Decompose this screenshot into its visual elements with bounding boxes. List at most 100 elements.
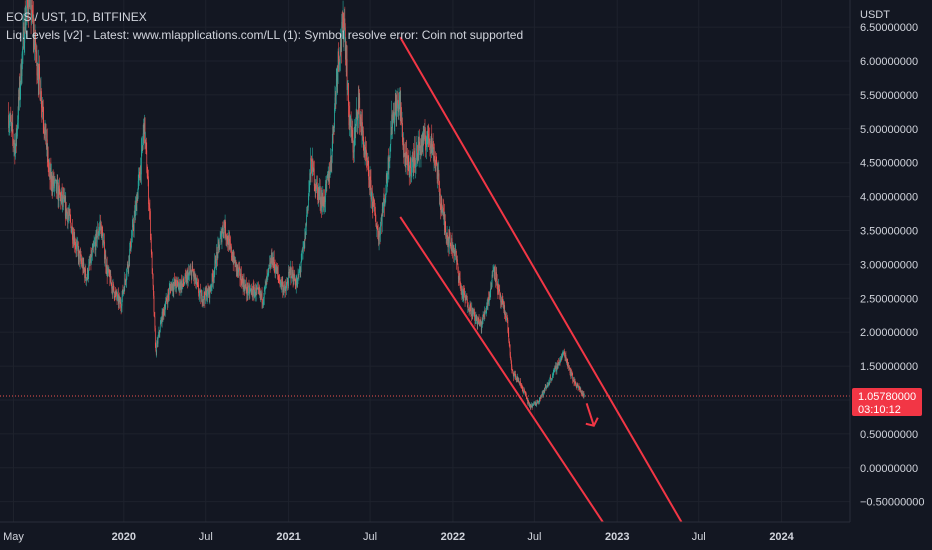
candle-body bbox=[398, 105, 400, 113]
candle-body bbox=[139, 177, 141, 181]
candle-body bbox=[166, 297, 167, 301]
candle-body bbox=[69, 215, 71, 219]
channel-line-lower[interactable] bbox=[399, 216, 606, 526]
candle-body bbox=[455, 250, 456, 252]
candle-body bbox=[52, 179, 54, 190]
candle-body bbox=[450, 247, 452, 251]
candle-body bbox=[481, 323, 483, 331]
candle-body bbox=[64, 196, 65, 202]
candle-body bbox=[319, 188, 321, 193]
arrow-shaft[interactable] bbox=[585, 403, 595, 427]
time-axis[interactable]: May 2020 Jul 2021 Jul 2022 Jul 2023 Jul 2024 bbox=[0, 521, 932, 550]
candle-body bbox=[577, 386, 579, 389]
candle-body bbox=[516, 377, 518, 380]
candle-body bbox=[178, 280, 180, 290]
candle-body bbox=[411, 167, 412, 175]
candle-body bbox=[197, 283, 199, 286]
candle-body bbox=[547, 384, 548, 387]
candle-body bbox=[488, 297, 489, 302]
candle-body bbox=[198, 292, 200, 296]
candle-body bbox=[12, 133, 14, 141]
candle-body bbox=[300, 266, 302, 270]
candle-body bbox=[11, 123, 13, 124]
candle-body bbox=[35, 32, 36, 52]
indicator-legend[interactable]: Liq.Levels [v2] - Latest: www.mlapplicat… bbox=[6, 28, 524, 42]
candle-body bbox=[401, 120, 402, 124]
candle-body bbox=[583, 393, 584, 396]
candle-body bbox=[561, 356, 562, 360]
candle-body bbox=[233, 252, 235, 262]
candle-body bbox=[418, 141, 420, 157]
candle-body bbox=[448, 236, 450, 248]
candle-body bbox=[54, 179, 56, 184]
candle-body bbox=[487, 297, 489, 304]
candle-body bbox=[117, 294, 118, 299]
candle-body bbox=[466, 299, 468, 308]
candle-body bbox=[305, 223, 307, 240]
candle-body bbox=[532, 404, 534, 406]
candle-body bbox=[399, 92, 401, 112]
candle-body bbox=[11, 123, 13, 125]
candle-body bbox=[400, 102, 402, 121]
candle-body bbox=[415, 160, 417, 166]
candle-body bbox=[170, 287, 171, 291]
candle-body bbox=[124, 278, 126, 281]
candle-body bbox=[85, 268, 86, 278]
candle-body bbox=[482, 319, 483, 325]
price-axis[interactable]: USDT 6.50000000 6.00000000 5.50000000 5.000… bbox=[849, 0, 932, 522]
candle-body bbox=[390, 132, 392, 135]
price-tick-label: 6.50000000 bbox=[860, 22, 918, 34]
candle-body bbox=[125, 280, 127, 283]
candle-body bbox=[297, 278, 298, 287]
candle-body bbox=[511, 360, 512, 367]
candle-body bbox=[113, 283, 114, 286]
candle-body bbox=[492, 274, 493, 277]
candle-body bbox=[193, 272, 195, 278]
candle-body bbox=[475, 314, 477, 320]
candle-body bbox=[484, 311, 486, 314]
candle-body bbox=[312, 162, 314, 172]
candle-body bbox=[517, 379, 519, 382]
candle-body bbox=[43, 119, 45, 127]
candle-body bbox=[465, 296, 466, 300]
candle-body bbox=[318, 188, 320, 195]
symbol-legend[interactable]: EOS / UST, 1D, BITFINEX bbox=[6, 10, 147, 24]
candle-body bbox=[195, 274, 197, 285]
candle-body bbox=[131, 238, 132, 248]
candle-body bbox=[95, 232, 97, 251]
candle-body bbox=[249, 286, 250, 294]
candle-body bbox=[285, 286, 287, 291]
candle-body bbox=[179, 287, 180, 290]
candle-body bbox=[337, 51, 339, 68]
channel-line-upper[interactable] bbox=[399, 36, 685, 526]
candle-body bbox=[258, 290, 260, 293]
candle-body bbox=[385, 194, 387, 198]
candle-body bbox=[41, 106, 43, 109]
candle-body bbox=[505, 319, 507, 321]
candle-body bbox=[473, 310, 474, 311]
candle-body bbox=[444, 221, 446, 229]
candle-body bbox=[84, 270, 85, 278]
candle-body bbox=[404, 153, 406, 159]
candle-body bbox=[294, 280, 296, 281]
candle-body bbox=[179, 282, 181, 288]
candle-body bbox=[356, 110, 357, 119]
candle-body bbox=[226, 237, 227, 240]
candle-body bbox=[188, 271, 190, 275]
candle-body bbox=[344, 18, 346, 28]
candle-body bbox=[267, 273, 268, 278]
candle-body bbox=[417, 141, 419, 156]
candle-body bbox=[73, 236, 75, 245]
candle-body bbox=[201, 293, 203, 303]
arrow-head[interactable] bbox=[585, 417, 599, 427]
candle-body bbox=[492, 271, 494, 277]
candle-body bbox=[44, 127, 46, 135]
candle-body bbox=[28, 11, 29, 15]
candle-body bbox=[114, 292, 116, 299]
candle-body bbox=[567, 362, 569, 367]
candle-body bbox=[292, 272, 293, 277]
trend-channel-drawing[interactable] bbox=[399, 36, 685, 526]
candle-body bbox=[563, 351, 565, 354]
candle-body bbox=[301, 250, 303, 253]
